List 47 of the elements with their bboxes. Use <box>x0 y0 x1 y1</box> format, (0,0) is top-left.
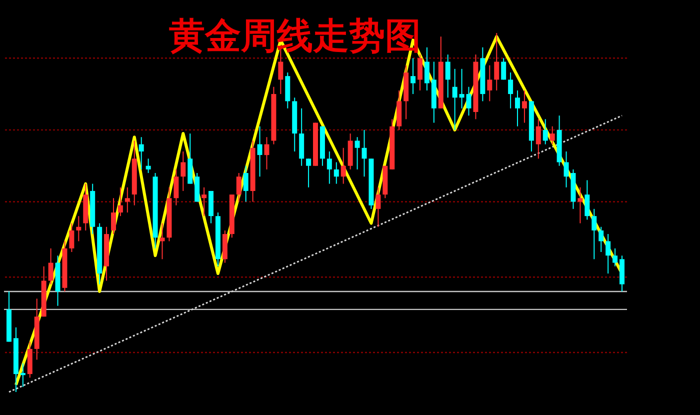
candlestick <box>174 168 179 206</box>
candlestick <box>326 150 332 184</box>
chart-title: 黄金周线走势图 <box>169 15 421 57</box>
candlestick <box>536 118 541 160</box>
candlestick <box>487 64 492 102</box>
candlestick <box>376 186 381 228</box>
candlestick <box>243 165 248 202</box>
candlestick <box>578 186 583 224</box>
candlestick <box>354 136 360 170</box>
candlestick <box>550 126 555 145</box>
candlestick <box>160 222 165 260</box>
candlestick <box>466 86 472 116</box>
candlestick <box>138 136 144 170</box>
candlestick <box>146 158 151 174</box>
candlestick <box>76 216 82 242</box>
candlestick <box>508 72 514 109</box>
candlestick <box>459 68 464 109</box>
candlestick <box>592 208 597 260</box>
candlestick <box>452 68 458 130</box>
candlestick <box>118 186 123 217</box>
candlestick <box>306 158 312 188</box>
candlestick <box>542 118 548 145</box>
candlestick <box>110 198 116 235</box>
candlestick <box>424 46 430 91</box>
candlestick <box>264 136 270 170</box>
candlestick <box>606 234 611 274</box>
candlestick <box>334 162 339 184</box>
candlestick <box>20 362 26 388</box>
candlestick <box>48 248 54 285</box>
candlestick <box>501 58 506 80</box>
candlestick <box>445 54 450 98</box>
candlestick <box>598 226 604 252</box>
candlestick <box>612 248 618 267</box>
candlestick <box>340 147 346 184</box>
candlestick <box>417 54 422 91</box>
candlestick <box>257 126 262 178</box>
candlestick <box>180 150 186 192</box>
candlestick <box>584 180 590 220</box>
candlestick <box>362 129 367 178</box>
candlestick <box>410 58 416 95</box>
candlestick <box>236 172 242 202</box>
candlestick <box>69 222 74 252</box>
candlestick <box>202 186 207 217</box>
candlestick <box>494 32 500 91</box>
candlestick <box>515 90 520 127</box>
candlestick <box>522 90 527 124</box>
candlestick <box>124 186 130 213</box>
